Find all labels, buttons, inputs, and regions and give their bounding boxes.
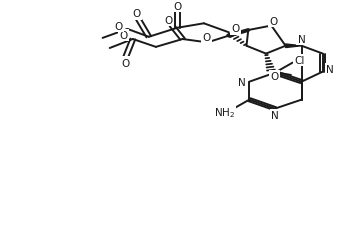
- Text: O: O: [231, 24, 239, 34]
- Polygon shape: [286, 45, 301, 48]
- Text: O: O: [203, 33, 211, 43]
- Text: N: N: [238, 77, 245, 87]
- Text: NH$_2$: NH$_2$: [214, 106, 235, 120]
- Text: O: O: [164, 16, 173, 26]
- Text: N: N: [326, 65, 334, 75]
- Text: N: N: [297, 35, 305, 45]
- Polygon shape: [228, 31, 248, 38]
- Text: O: O: [122, 58, 130, 68]
- Text: O: O: [173, 2, 182, 12]
- Text: O: O: [120, 31, 128, 41]
- Text: O: O: [132, 9, 140, 19]
- Text: O: O: [269, 16, 277, 27]
- Text: Cl: Cl: [295, 56, 305, 65]
- Text: O: O: [271, 72, 279, 82]
- Text: O: O: [115, 22, 123, 31]
- Text: N: N: [271, 111, 279, 121]
